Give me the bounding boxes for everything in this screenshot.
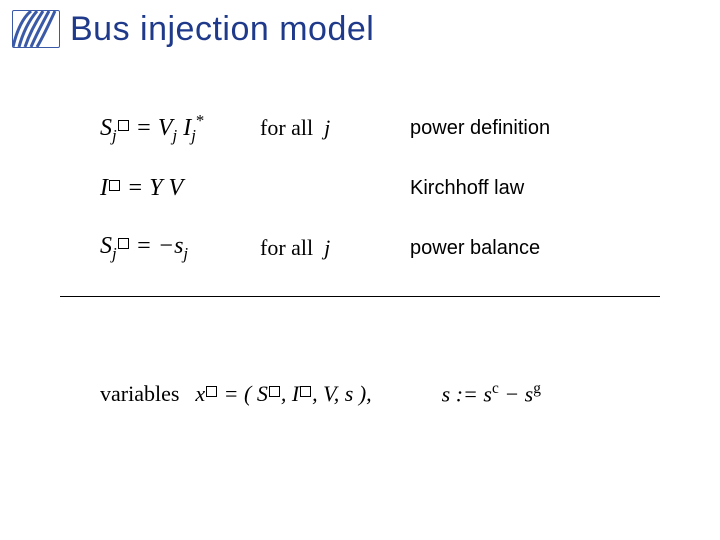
equation-row: Sj = Vj Ij* for all j power definition xyxy=(100,100,640,156)
slide: Bus injection model Sj = Vj Ij* for all … xyxy=(0,0,720,540)
equation-lhs: I = Y V xyxy=(100,175,260,202)
variables-label: variables xyxy=(100,381,179,407)
equation-label: Kirchhoff law xyxy=(380,177,640,200)
equation-label: power balance xyxy=(380,237,640,260)
equation-label: power definition xyxy=(380,117,640,140)
equation-lhs: Sj = −sj xyxy=(100,233,260,264)
equation-quantifier: for all j xyxy=(260,115,380,141)
page-title: Bus injection model xyxy=(70,10,374,49)
equation-row: Sj = −sj for all j power balance xyxy=(100,220,640,276)
logo-stripes-icon xyxy=(13,11,59,47)
variables-row: variables x = ( S, I, V, s ), s := sc − … xyxy=(100,380,640,407)
logo xyxy=(12,10,60,48)
equation-lhs: Sj = Vj Ij* xyxy=(100,111,260,146)
divider xyxy=(60,296,660,297)
variables-expr: x = ( S, I, V, s ), xyxy=(195,381,371,407)
equation-quantifier: for all j xyxy=(260,235,380,261)
equations-block: Sj = Vj Ij* for all j power definition I… xyxy=(100,100,640,280)
equation-row: I = Y V Kirchhoff law xyxy=(100,160,640,216)
variables-expr2: s := sc − sg xyxy=(442,380,541,407)
